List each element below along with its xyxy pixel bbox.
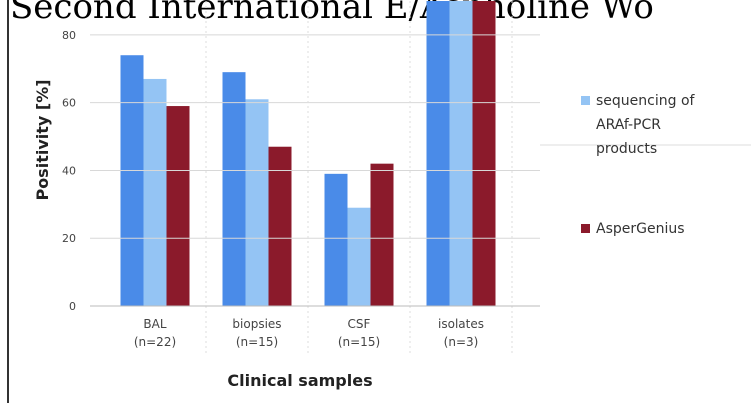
- legend-label: AsperGenius: [596, 221, 685, 237]
- bar: [245, 99, 269, 307]
- plot-area: [120, 1, 496, 307]
- x-axis-label: Clinical samples: [227, 371, 372, 390]
- x-tick-label: (n=22): [134, 335, 176, 349]
- bar: [166, 106, 190, 306]
- x-tick-label: CSF: [348, 317, 371, 331]
- bar: [472, 1, 496, 306]
- x-tick-label: (n=15): [338, 335, 380, 349]
- y-tick-label: 20: [62, 232, 76, 245]
- y-tick-label: 40: [62, 164, 76, 177]
- x-tick-label: (n=3): [444, 335, 479, 349]
- bar: [143, 78, 167, 306]
- bar: [449, 1, 473, 306]
- x-tick-label: BAL: [143, 317, 166, 331]
- bar: [268, 146, 292, 306]
- bar: [120, 55, 144, 306]
- bar: [347, 207, 371, 306]
- bar: [426, 1, 450, 306]
- x-tick-label: isolates: [438, 317, 484, 331]
- y-tick-label: 0: [69, 300, 76, 313]
- legend-swatch: [581, 224, 590, 233]
- bar: [324, 173, 348, 306]
- y-tick-label: 60: [62, 97, 76, 110]
- y-tick-label: 80: [62, 29, 76, 42]
- y-axis-label: Positivity [%]: [33, 79, 52, 200]
- chart-title: Second International E/Aspholine Wo: [10, 0, 654, 27]
- bar: [370, 163, 394, 306]
- legend-label: sequencing of ARAf-PCR products: [596, 93, 696, 157]
- bar: [222, 72, 246, 307]
- legend-swatch: [581, 96, 590, 105]
- x-tick-label: (n=15): [236, 335, 278, 349]
- x-tick-label: biopsies: [232, 317, 281, 331]
